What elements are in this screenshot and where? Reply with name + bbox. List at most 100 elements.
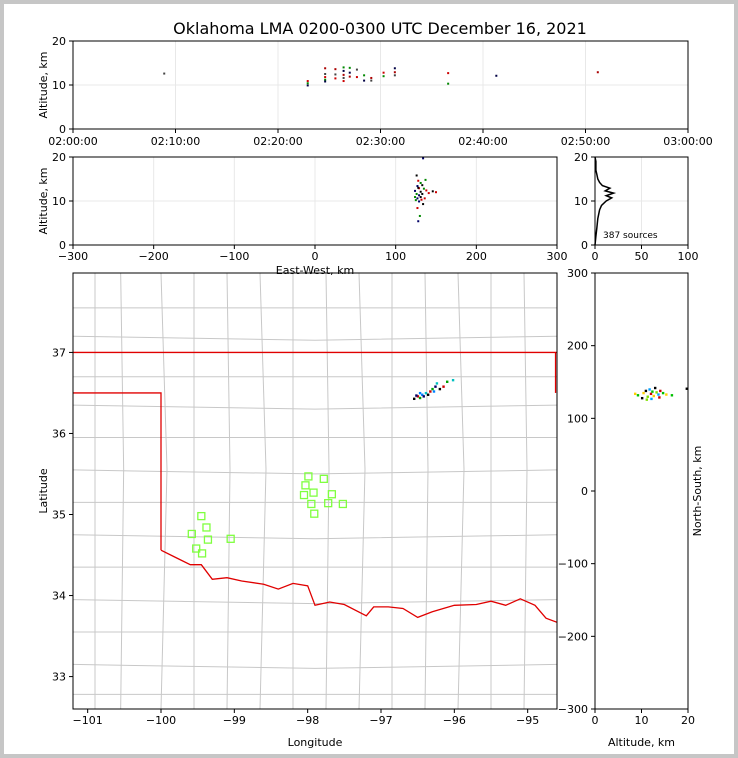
county-line xyxy=(325,273,330,709)
lma-station-marker xyxy=(197,549,207,558)
ns-source-point xyxy=(644,389,648,393)
ns-ytick-label: 200 xyxy=(567,340,588,353)
ns-source-point xyxy=(661,391,665,395)
plan-source-point xyxy=(426,393,430,396)
ns-source-point xyxy=(646,395,649,398)
time-source-point xyxy=(596,71,599,74)
county-line xyxy=(120,273,125,709)
ew-ytick-label: 10 xyxy=(52,195,66,208)
time-xtick-label: 03:00:00 xyxy=(663,135,712,148)
ns-source-point xyxy=(636,394,640,397)
map-xtick-label: −98 xyxy=(296,714,319,727)
lma-station-marker xyxy=(192,544,201,553)
time-source-point xyxy=(306,80,309,83)
time-xtick-label: 02:40:00 xyxy=(458,135,507,148)
lma-station-marker xyxy=(324,499,333,508)
plan-source-point xyxy=(431,387,434,391)
plan-source-point xyxy=(446,380,449,383)
ns-ytick-label: 300 xyxy=(567,267,588,280)
lma-station-marker xyxy=(307,499,316,509)
hist-ytick-label: 20 xyxy=(574,151,588,164)
ns-ytick-label: 100 xyxy=(567,412,588,425)
time-xtick-label: 02:50:00 xyxy=(561,135,610,148)
time-source-point xyxy=(447,82,450,85)
ns-source-point xyxy=(657,393,660,396)
plan-source-point xyxy=(432,390,436,393)
ew-source-point xyxy=(417,186,420,189)
lma-station-marker xyxy=(310,509,319,518)
time-source-point xyxy=(324,67,327,70)
plan-source-point xyxy=(434,385,437,388)
county-boundaries xyxy=(73,273,557,709)
hist-xtick-label: 0 xyxy=(592,250,599,263)
county-line xyxy=(73,469,557,475)
ew-source-point xyxy=(417,220,420,223)
plan-view-map xyxy=(72,272,558,710)
figure-frame: Oklahoma LMA 0200-0300 UTC December 16, … xyxy=(4,4,734,754)
ns-source-point xyxy=(665,393,668,396)
plan-view-axes xyxy=(73,273,557,709)
hist-ytick-label: 0 xyxy=(581,239,588,252)
map-ytick-label: 34 xyxy=(52,590,66,603)
lma-station-marker xyxy=(338,499,348,509)
ew-source-point xyxy=(416,197,419,200)
plan-source-point xyxy=(415,394,418,397)
ew-source-point xyxy=(423,197,426,200)
altitude-ns-axes xyxy=(594,272,689,710)
county-line xyxy=(73,663,557,669)
county-line xyxy=(523,273,528,709)
red-river-border xyxy=(160,549,557,623)
ns-source-point xyxy=(659,389,662,393)
ns-source-point xyxy=(658,396,661,399)
ew-source-point xyxy=(425,189,428,192)
ns-xtick-label: 20 xyxy=(681,714,695,727)
plan-source-point xyxy=(424,391,428,395)
plan-source-point xyxy=(435,382,439,385)
ew-xtick-label: 300 xyxy=(547,250,568,263)
time-source-point xyxy=(447,72,450,75)
ns-ytick-label: −100 xyxy=(558,558,588,571)
time-source-point xyxy=(342,69,345,72)
plan-source-point xyxy=(451,378,455,382)
map-ytick-label: 37 xyxy=(52,346,66,359)
time-ytick-label: 0 xyxy=(59,123,66,136)
time-source-point xyxy=(306,82,309,85)
time-source-point xyxy=(334,77,337,80)
time-source-point xyxy=(393,74,396,77)
lma-station-marker xyxy=(187,529,196,539)
ns-source-point xyxy=(670,394,674,397)
source-count-annotation: 387 sources xyxy=(603,231,658,241)
state-border xyxy=(73,351,557,623)
lma-station-marker xyxy=(309,488,318,497)
plan-view-frame xyxy=(72,272,558,710)
time-source-point xyxy=(363,74,366,77)
ew-source-point xyxy=(414,189,417,192)
county-line xyxy=(73,534,557,540)
time-xtick-label: 02:30:00 xyxy=(356,135,405,148)
lma-station-marker xyxy=(299,490,309,500)
time-source-point xyxy=(324,78,327,81)
time-ytick-label: 10 xyxy=(52,79,66,92)
lma-station-marker xyxy=(327,490,337,499)
ns-source-point xyxy=(655,391,658,394)
time-source-point xyxy=(355,76,358,79)
ew-source-point xyxy=(422,187,425,190)
ew-ylabel: Altitude, km xyxy=(37,167,50,234)
lma-station-marker xyxy=(203,535,213,544)
lma-station-marker xyxy=(202,523,211,532)
map-xtick-label: −100 xyxy=(146,714,176,727)
time-source-point xyxy=(324,76,327,79)
time-source-point xyxy=(370,79,373,82)
time-source-point xyxy=(342,66,345,69)
plan-source-point xyxy=(438,387,442,391)
plan-source-point xyxy=(416,395,420,398)
ns-source-point xyxy=(645,398,649,401)
county-line xyxy=(457,273,465,709)
time-ylabel: Altitude, km xyxy=(37,51,50,118)
altitude-histogram-plot: 0 50 100 0 10 20 387 sources xyxy=(574,151,699,263)
ew-source-point xyxy=(422,203,425,206)
ns-xtick-label: 10 xyxy=(635,714,649,727)
ew-xtick-label: 0 xyxy=(312,250,319,263)
ew-ytick-label: 0 xyxy=(59,239,66,252)
